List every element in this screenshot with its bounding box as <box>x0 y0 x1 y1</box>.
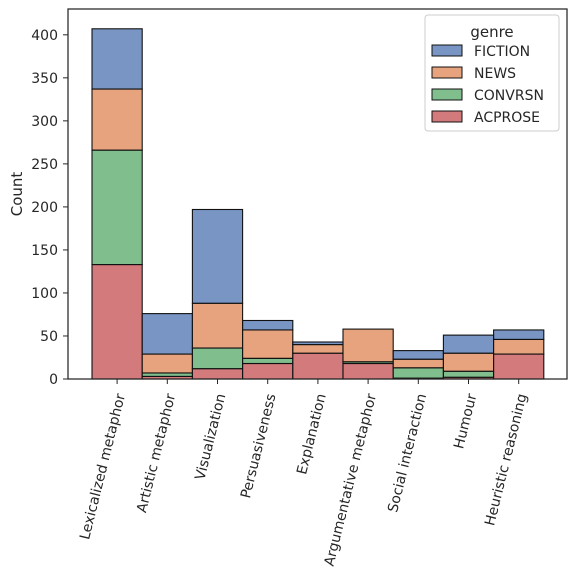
legend-label-convrsn: CONVRSN <box>474 88 544 104</box>
bar-persuasiveness-news <box>242 329 294 359</box>
x-tick-label-heuristic-reasoning: Heuristic reasoning <box>482 392 530 527</box>
x-tick-label-lexicalized-metaphor: Lexicalized metaphor <box>77 392 129 542</box>
bar-heuristic-reasoning-fiction <box>493 329 545 340</box>
bar-argumentative-metaphor-acprose <box>342 362 394 380</box>
x-tick-label-argumentative-metaphor: Argumentative metaphor <box>322 392 380 568</box>
bar-heuristic-reasoning-acprose <box>493 353 545 380</box>
bar-persuasiveness-acprose <box>242 362 294 380</box>
bar-humour-news <box>442 352 495 372</box>
bars-layer <box>91 28 545 380</box>
legend-label-news: NEWS <box>474 66 516 82</box>
bar-lexicalized-metaphor-convrsn <box>91 149 143 266</box>
bar-artistic-metaphor-news <box>141 353 193 374</box>
bar-humour-convrsn <box>442 370 495 378</box>
legend-box <box>424 14 560 132</box>
bar-explanation-news <box>292 344 344 354</box>
x-tick-label-visualization: Visualization <box>192 392 229 482</box>
legend: genre FICTION NEWS CONVRSN ACPROSE <box>424 14 560 132</box>
legend-label-acprose: ACPROSE <box>474 110 540 126</box>
x-axis: Lexicalized metaphor Artistic metaphor Vis… <box>77 379 531 568</box>
y-tick-label: 50 <box>40 329 58 345</box>
x-tick-label-persuasiveness: Persuasiveness <box>238 392 279 500</box>
bar-artistic-metaphor-fiction <box>141 313 193 355</box>
bar-social-interaction-fiction <box>392 350 444 360</box>
bar-persuasiveness-fiction <box>242 319 294 331</box>
y-tick-label: 400 <box>31 28 58 44</box>
y-tick-label: 0 <box>49 372 58 388</box>
bar-lexicalized-metaphor-fiction <box>91 28 143 90</box>
x-tick-label-humour: Humour <box>451 392 480 451</box>
bar-persuasiveness-convrsn <box>242 357 294 365</box>
bar-heuristic-reasoning-news <box>493 338 545 355</box>
bar-visualization-acprose <box>191 368 244 380</box>
y-tick-label: 250 <box>31 157 58 173</box>
legend-swatch-acprose <box>431 110 463 123</box>
y-tick-label: 350 <box>31 71 58 87</box>
y-tick-label: 300 <box>31 114 58 130</box>
legend-swatch-news <box>431 66 463 79</box>
bar-visualization-news <box>191 302 244 349</box>
legend-label-fiction: FICTION <box>474 44 530 60</box>
x-tick-label-artistic-metaphor: Artistic metaphor <box>134 392 179 514</box>
bar-humour-fiction <box>442 334 495 354</box>
bar-visualization-convrsn <box>191 347 244 370</box>
y-tick-label: 100 <box>31 286 58 302</box>
legend-title: genre <box>470 23 513 41</box>
y-tick-label: 150 <box>31 243 58 259</box>
bar-lexicalized-metaphor-acprose <box>91 264 143 380</box>
x-tick-label-explanation: Explanation <box>294 392 330 476</box>
legend-swatch-fiction <box>431 44 463 57</box>
y-tick-label: 200 <box>31 200 58 216</box>
bar-explanation-fiction <box>292 341 344 346</box>
bar-lexicalized-metaphor-news <box>91 88 143 151</box>
bar-visualization-fiction <box>191 208 244 304</box>
legend-swatch-convrsn <box>431 88 463 101</box>
bar-explanation-acprose <box>292 352 344 380</box>
bar-social-interaction-convrsn <box>392 367 444 379</box>
y-axis-label: Count <box>8 172 26 217</box>
bar-argumentative-metaphor-news <box>342 328 394 363</box>
y-axis: 0 50 100 150 200 250 300 350 400 <box>31 28 68 388</box>
bar-social-interaction-news <box>392 358 444 369</box>
x-tick-label-social-interaction: Social interaction <box>385 392 430 514</box>
